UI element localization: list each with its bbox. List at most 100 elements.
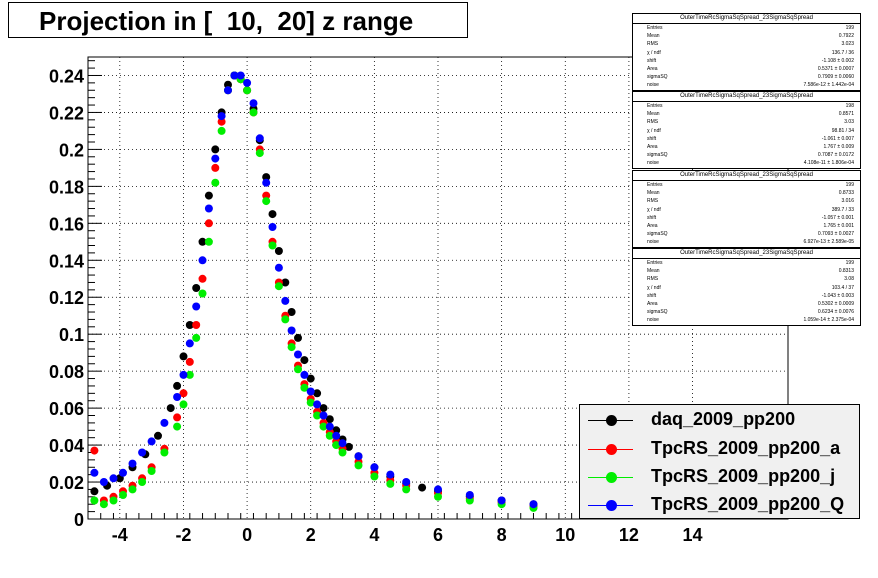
legend-marker — [606, 415, 617, 426]
data-point — [319, 422, 328, 431]
data-point — [119, 491, 127, 499]
stats-key: noise — [647, 160, 659, 167]
x-tick-label: 12 — [619, 525, 639, 545]
data-point — [306, 374, 315, 383]
data-point — [268, 223, 277, 231]
stats-row: Area 0.5302 ± 0.0009 — [633, 300, 860, 308]
y-tick-label: 0 — [74, 510, 84, 530]
y-tick-label: 0.16 — [49, 214, 84, 234]
data-point — [313, 400, 322, 409]
stats-key: noise — [647, 239, 659, 246]
data-point — [154, 431, 162, 440]
data-point — [179, 352, 188, 361]
stats-key: χ / ndf — [647, 49, 661, 56]
data-point — [198, 256, 207, 265]
data-point — [344, 442, 353, 451]
stats-key: Entries — [647, 25, 663, 31]
data-point — [434, 485, 442, 494]
data-point — [198, 274, 207, 283]
y-tick-label: 0.04 — [49, 436, 84, 456]
stats-value: 0.7909 ± 0.0060 — [817, 74, 854, 81]
data-point — [128, 459, 137, 468]
data-point — [217, 112, 226, 121]
stats-value: -1.108 ± 0.002 — [821, 57, 854, 64]
axes: -4 -2 0 2 4 6 8 10 12 14 0 0.02 0.04 0.06 0.08 0.1 0.12 0… — [49, 60, 789, 545]
stats-key: Entries — [647, 182, 663, 188]
stats-row: χ / ndf 136.7 / 36 — [633, 49, 860, 57]
data-point — [294, 333, 302, 342]
stats-key: Entries — [647, 103, 663, 109]
stats-value: 3.08 — [844, 276, 854, 283]
stats-row: Entries 199 — [633, 181, 860, 189]
stats-row: χ / ndf 389.7 / 33 — [633, 206, 860, 214]
stats-row: Entries 199 — [633, 24, 860, 32]
stats-key: RMS — [647, 41, 659, 48]
data-point — [173, 381, 182, 390]
stats-key: sigmaSQ — [647, 152, 668, 159]
data-point — [160, 418, 169, 427]
data-point — [204, 237, 213, 246]
x-tick-label: 6 — [433, 525, 443, 545]
data-point — [211, 145, 220, 154]
data-point — [173, 393, 182, 401]
data-point — [294, 365, 302, 374]
x-tick-label: 14 — [683, 525, 703, 545]
stats-row: Area 1.765 ± 0.001 — [633, 222, 860, 230]
stats-value: 0.8313 — [838, 268, 854, 275]
data-point — [249, 108, 258, 117]
x-tick-label: 10 — [555, 525, 575, 545]
data-point — [287, 343, 296, 352]
y-tick-label: 0.22 — [49, 103, 84, 123]
stats-key: RMS — [647, 276, 659, 283]
stats-value: 198 — [845, 103, 854, 109]
data-point — [319, 411, 328, 420]
data-point — [217, 126, 226, 135]
data-point — [147, 467, 156, 475]
data-point — [268, 210, 277, 219]
stats-value: 0.8733 — [838, 190, 854, 197]
data-series — [90, 71, 538, 512]
data-point — [287, 326, 296, 335]
stats-row: shift -1.061 ± 0.007 — [633, 135, 860, 143]
data-point — [313, 411, 322, 420]
data-point — [255, 149, 264, 158]
data-point — [274, 247, 283, 255]
stats-key: sigmaSQ — [647, 231, 668, 238]
stats-row: sigmaSQ 0.7909 ± 0.0060 — [633, 73, 860, 81]
legend-label: TpcRS_2009_pp200_j — [651, 466, 836, 486]
stats-value: 4.108e-11 ± 1.806e-04 — [803, 160, 854, 167]
legend-item-tpcrs-j: TpcRS_2009_pp200_j — [580, 464, 861, 492]
data-point — [325, 415, 334, 424]
stats-row: sigmaSQ 0.7087 ± 0.0172 — [633, 151, 860, 159]
data-point — [138, 448, 147, 457]
data-point — [354, 461, 363, 470]
data-point — [204, 191, 213, 200]
data-point — [119, 468, 127, 477]
stats-box: OuterTimeRcSigmaSqSpread_23SigmaSqSpread… — [632, 13, 861, 91]
data-point — [99, 500, 108, 509]
data-point — [166, 404, 175, 413]
stats-key: shift — [647, 57, 657, 64]
x-tick-label: -4 — [112, 525, 128, 545]
stats-key: sigmaSQ — [647, 309, 668, 316]
data-point — [192, 302, 201, 311]
stats-row: noise 4.108e-11 ± 1.806e-04 — [633, 159, 860, 167]
data-point — [185, 339, 194, 348]
data-point — [192, 284, 201, 292]
data-point — [138, 478, 147, 486]
stats-key: shift — [647, 292, 657, 299]
y-tick-label: 0.02 — [49, 473, 84, 493]
stats-key: Area — [647, 143, 658, 150]
data-point — [281, 296, 290, 305]
legend-label: TpcRS_2009_pp200_Q — [651, 494, 845, 514]
data-point — [90, 468, 99, 477]
data-point — [224, 86, 232, 95]
stats-box: OuterTimeRcSigmaSqSpread_23SigmaSqSpread… — [632, 248, 861, 326]
data-point — [249, 99, 258, 108]
data-point — [185, 370, 194, 379]
data-point — [90, 446, 99, 455]
data-point — [109, 496, 118, 505]
data-point — [386, 470, 395, 479]
data-point — [147, 437, 156, 446]
data-point — [274, 263, 283, 272]
